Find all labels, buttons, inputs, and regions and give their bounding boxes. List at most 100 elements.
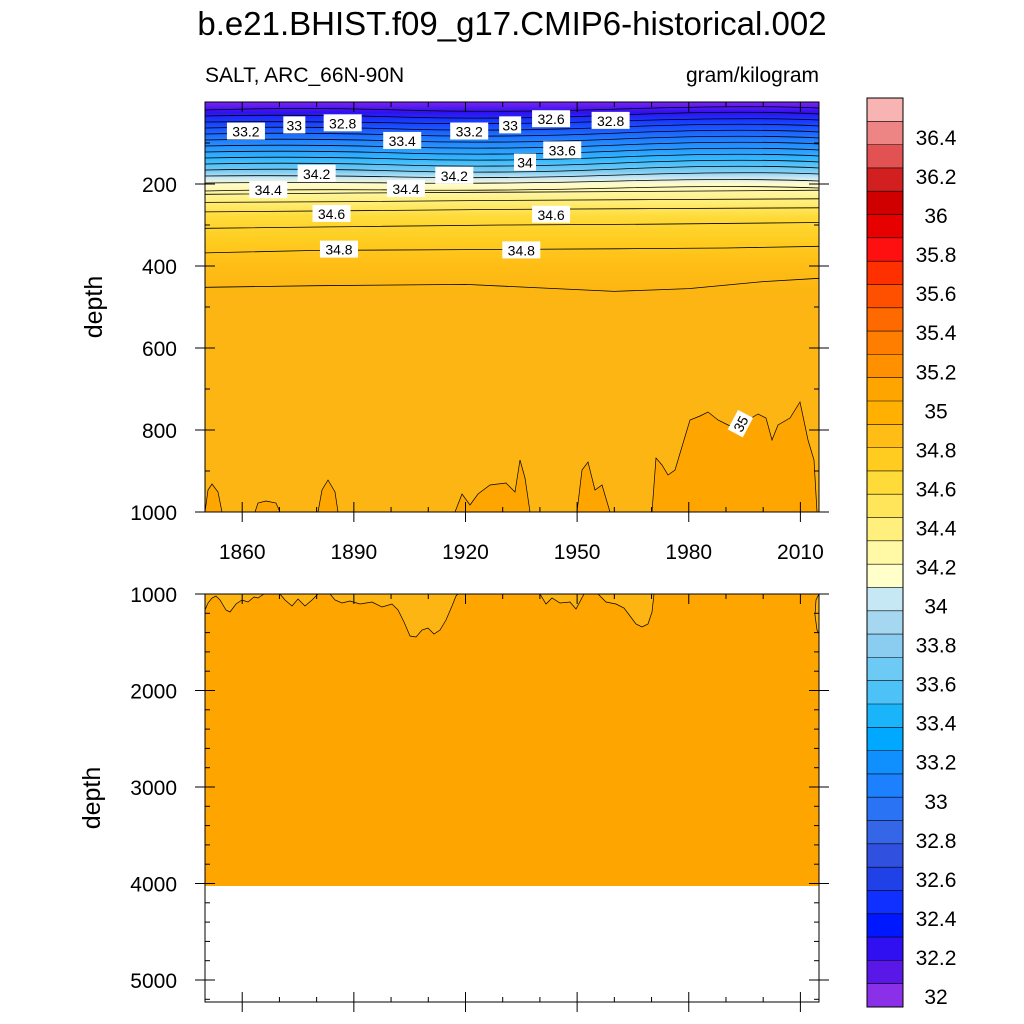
colorbar-swatch [867,680,903,705]
colorbar-label: 32 [924,986,947,1009]
colorbar-label: 36.4 [916,127,957,150]
colorbar-swatch [867,634,903,658]
y-tick-label: 3000 [130,777,177,800]
contour-label: 32.6 [532,110,571,128]
colorbar-swatch [867,470,903,495]
contour-label: 33 [499,116,522,134]
colorbar-swatch [867,191,903,215]
colorbar-label: 35.2 [916,361,957,384]
y-tick-label: 1000 [130,502,177,525]
contour-label: 33 [283,116,306,134]
colorbar-swatch [867,284,903,309]
lower-y-axis-title: depth [78,767,106,830]
contour-label: 35 [727,409,754,438]
colorbar-swatch [867,587,903,612]
x-tick-label: 1950 [554,541,601,564]
colorbar-swatch [867,98,903,122]
x-tick-label: 1890 [330,541,377,564]
y-tick-label: 5000 [130,970,177,993]
colorbar-label: 36.2 [916,166,957,189]
colorbar-swatch [867,564,903,588]
lower-field [205,594,819,886]
colorbar-swatch [867,937,903,961]
y-tick-label: 800 [142,420,177,443]
svg-text:34.8: 34.8 [325,242,352,258]
colorbar-swatch [867,867,903,891]
colorbar-label: 32.6 [916,869,957,892]
lower-panel: 1000 2000 3000 4000 5000 depth [78,584,829,1012]
isoline-34.9 [205,277,819,292]
y-tick-label: 2000 [130,681,177,704]
svg-text:32.6: 32.6 [537,111,564,127]
y-tick-label: 400 [142,256,177,279]
contour-label: 34.8 [502,241,541,259]
contour-label: 34.2 [435,166,474,184]
svg-text:34.2: 34.2 [303,166,330,182]
upper-y-axis-title: depth [80,276,108,339]
colorbar-label: 34.6 [916,478,957,501]
colorbar-swatch [867,214,903,239]
svg-text:34.4: 34.4 [255,182,282,198]
svg-text:34.4: 34.4 [392,181,419,197]
contour-label: 32.8 [323,114,362,132]
svg-text:34: 34 [517,155,533,171]
colorbar-label: 35.6 [916,283,957,306]
y-tick-label: 1000 [130,584,177,607]
y-tick-label: 200 [142,174,177,197]
y-tick-label: 600 [142,338,177,361]
colorbar-swatch [867,517,903,542]
colorbar-swatch [867,540,903,565]
colorbar-swatch [867,657,903,682]
svg-text:32.8: 32.8 [597,113,624,129]
lower-x-axis [204,594,801,1012]
svg-text:35: 35 [730,413,752,434]
colorbar-swatch [867,237,903,262]
upper-right-label: gram/kilogram [686,64,819,87]
colorbar-swatch [867,773,903,798]
lower-frame [204,593,820,1003]
isoline-34.6 [205,207,819,213]
colorbar-label: 34.8 [916,439,957,462]
colorbar-label: 34.4 [916,518,957,541]
colorbar-swatch [867,494,903,518]
colorbar-label: 34.2 [916,557,957,580]
svg-text:33.2: 33.2 [456,124,483,140]
colorbar-label: 35.4 [916,322,957,345]
colorbar-swatch [867,121,903,146]
isoline-34.4 [205,189,819,195]
svg-text:33: 33 [502,117,518,133]
colorbar-swatch [867,913,903,938]
colorbar-swatch [867,797,903,821]
colorbar-swatch [867,424,903,449]
colorbar-label: 32.2 [916,947,957,970]
colorbar-label: 36 [924,205,947,228]
colorbar-swatch [867,307,903,332]
upper-panel: SALT, ARC_66N-90N gram/kilogram [80,64,829,564]
colorbar-label: 33.4 [916,713,957,736]
contour-label: 34.6 [312,204,351,222]
contour-label: 34.6 [532,205,571,223]
colorbar-swatch [867,890,903,915]
colorbar-swatch [867,610,903,635]
contour-label: 34.8 [319,240,358,258]
contour-label: 33.2 [450,122,489,140]
contour-label: 34.4 [386,179,425,197]
upper-isolines [205,106,819,192]
colorbar-label: 32.8 [916,830,957,853]
colorbar-swatch [867,167,903,192]
colorbar-swatch [867,960,903,985]
colorbar-swatch [867,354,903,379]
contour-label: 33.4 [383,131,422,149]
colorbar-swatch [867,843,903,868]
isoline-34.7 [205,222,819,229]
svg-text:34.6: 34.6 [318,206,345,222]
isoline-34.5 [205,198,819,203]
colorbar-swatch [867,331,903,355]
contour-label: 33.2 [226,122,265,140]
lower-shallow-region [204,593,655,638]
upper-left-label: SALT, ARC_66N-90N [205,64,404,87]
svg-text:34.8: 34.8 [508,242,535,258]
contour-label: 34.4 [249,181,288,199]
colorbar-swatch [867,377,903,402]
